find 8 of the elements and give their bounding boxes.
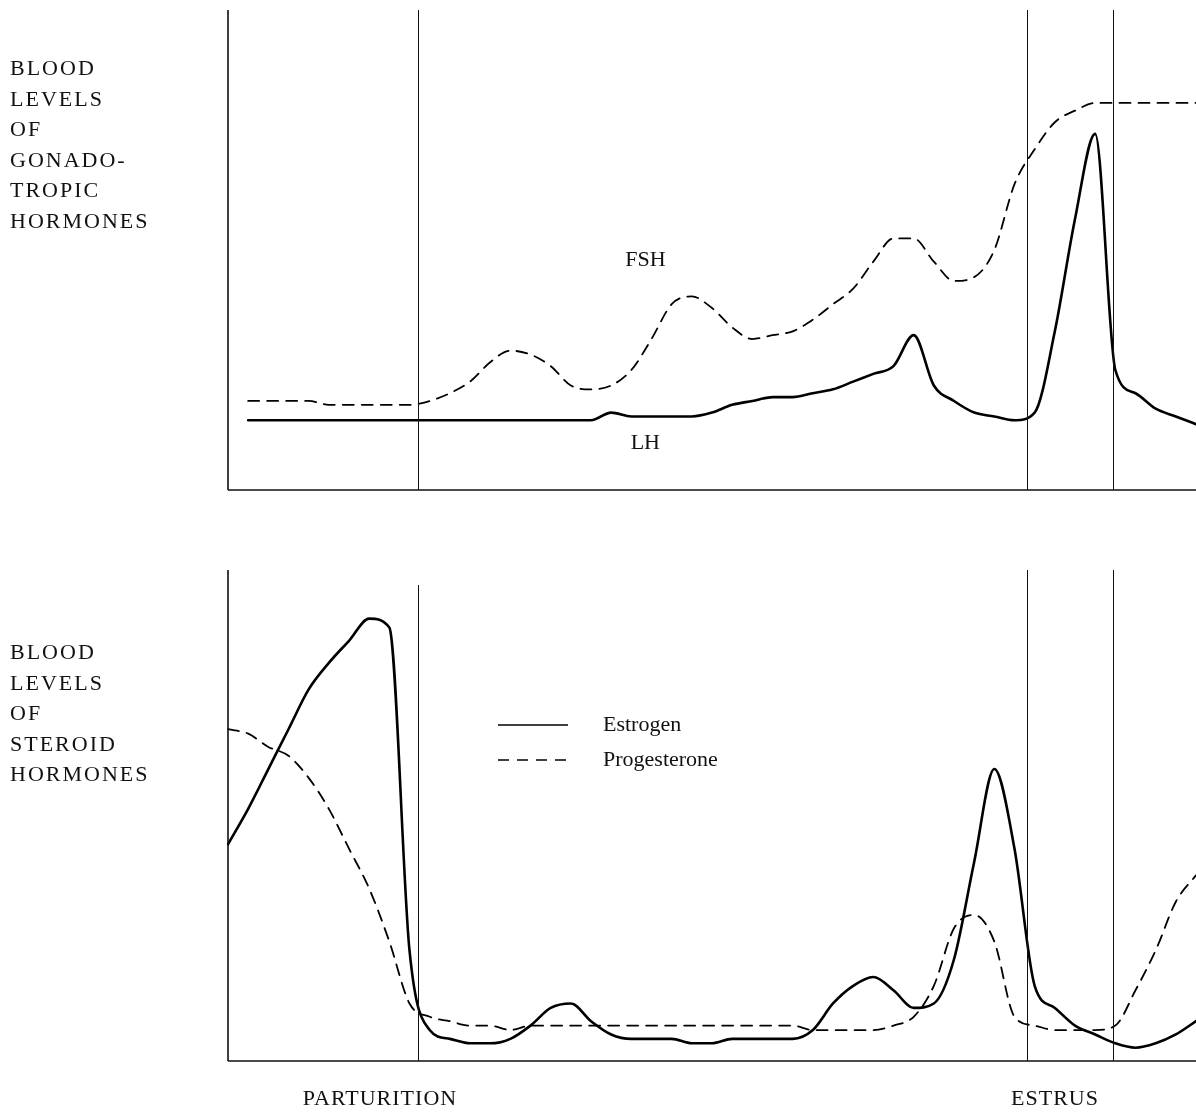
series-label: LH [630, 429, 661, 455]
text: PARTURITION [302, 1085, 458, 1111]
y-axis-title: BLOOD LEVELS OF GONADO- TROPIC HORMONES [10, 54, 150, 235]
legend-label: Progesterone [603, 745, 718, 771]
series-label: FSH [625, 245, 666, 271]
legend-label: Estrogen [603, 710, 682, 736]
text: ESTRUS [1011, 1085, 1099, 1111]
y-axis-title: BLOOD LEVELS OF STEROID HORMONES [10, 638, 150, 788]
